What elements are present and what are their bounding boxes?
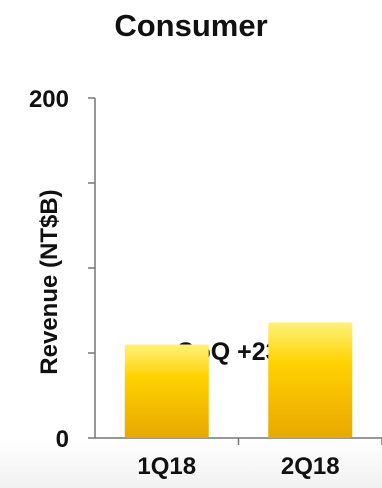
x-tick-label: 1Q18 [137,453,196,480]
bar-1q18 [124,344,209,438]
bar-2q18 [268,322,353,438]
chart-title: Consumer [114,8,268,43]
y-tick-label: 0 [56,426,69,453]
y-tick-label: 200 [29,86,69,113]
chart-floor [0,438,382,488]
x-tick-label: 2Q18 [281,453,340,480]
